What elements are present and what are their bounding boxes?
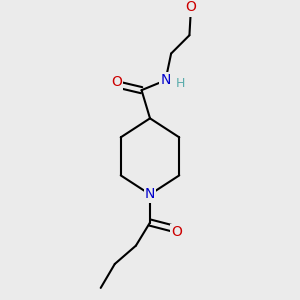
Text: O: O — [111, 75, 122, 89]
Text: H: H — [176, 77, 185, 90]
Text: O: O — [185, 0, 196, 14]
Text: O: O — [171, 225, 182, 239]
Text: N: N — [160, 73, 171, 87]
Text: N: N — [145, 188, 155, 201]
